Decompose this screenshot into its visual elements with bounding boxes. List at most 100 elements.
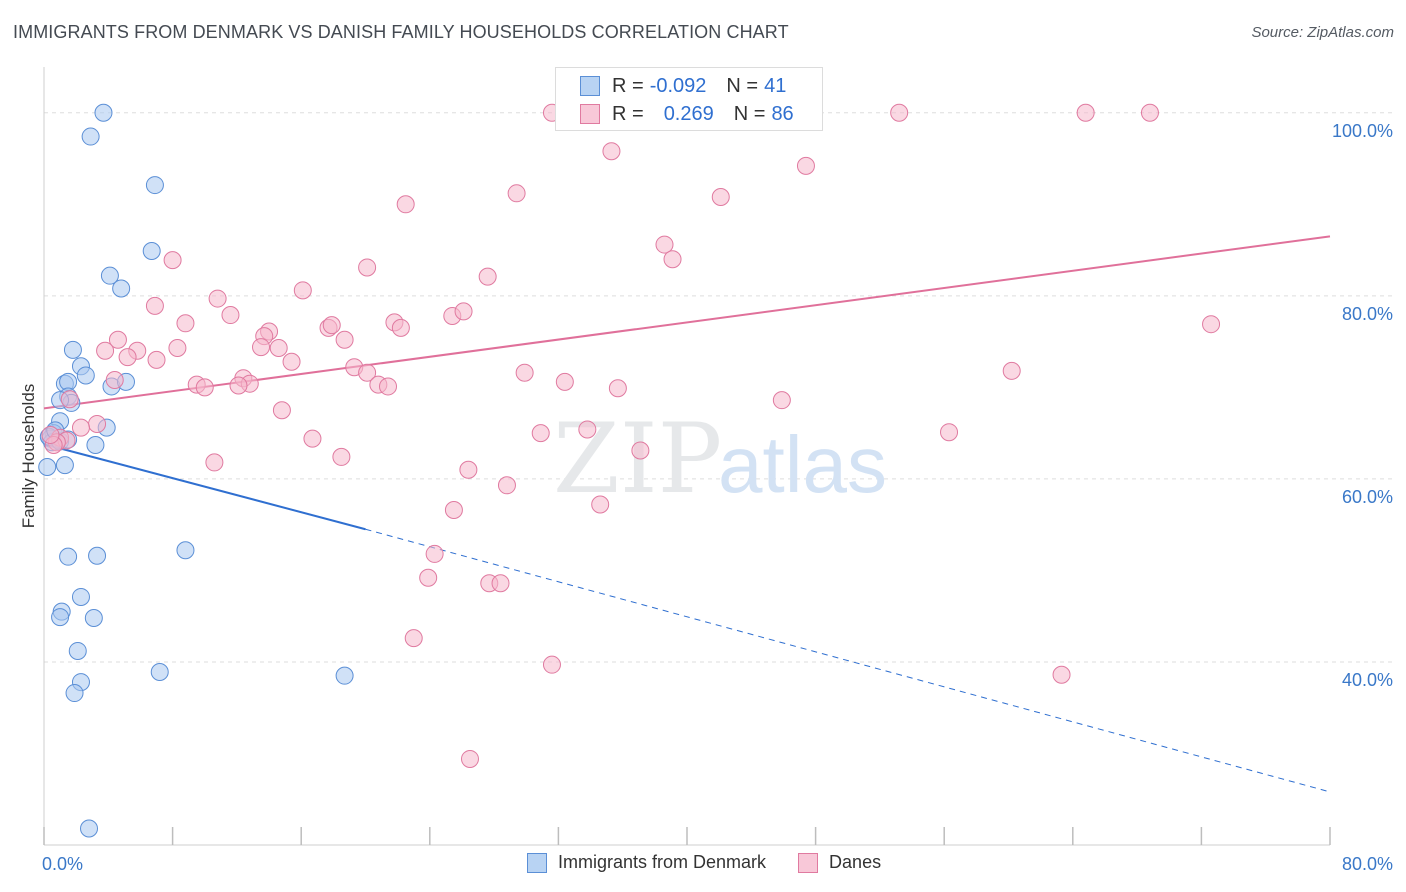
point-danes [118,348,137,367]
point-danes [293,281,312,300]
point-denmark [51,608,70,627]
point-denmark [65,684,84,703]
point-danes [71,418,90,437]
point-danes [631,441,650,460]
point-danes [332,447,351,466]
legend-row-danes: R = 0.269 N = 86 [580,100,794,128]
point-danes [358,363,377,382]
point-danes [542,655,561,674]
point-danes [591,495,610,514]
source-label: Source: ZipAtlas.com [1251,24,1394,41]
point-danes [303,429,322,448]
point-danes [205,453,224,472]
point-danes [515,363,534,382]
point-denmark [76,366,95,385]
point-danes [221,306,240,325]
point-danes [1002,361,1021,380]
point-danes [507,184,526,203]
point-danes [796,156,815,175]
point-danes [208,289,227,308]
legend-swatch-pink [798,852,819,873]
watermark: ZIP atlas [553,403,887,515]
chart-title: IMMIGRANTS FROM DENMARK VS DANISH FAMILY… [13,22,789,42]
point-denmark [142,241,161,260]
legend-swatch-pink [580,104,600,124]
point-denmark [145,176,164,195]
point-danes [282,352,301,371]
point-danes [940,423,959,442]
point-danes [531,424,550,443]
point-danes [478,267,497,286]
point-denmark [68,641,87,660]
point-danes [108,330,127,349]
axes [43,67,1331,846]
point-denmark [94,103,113,122]
point-danes [358,258,377,277]
point-danes [396,195,415,214]
point-danes [404,629,423,648]
legend-swatch-blue [580,76,600,96]
point-danes [163,251,182,270]
y-tick-label: 60.0% [1342,487,1393,507]
point-danes [444,501,463,520]
point-denmark [150,663,169,682]
point-danes [1140,103,1159,122]
point-danes [41,425,60,444]
n-label: N = [733,102,766,125]
point-danes [60,390,79,409]
data-points [38,103,1221,838]
point-danes [168,338,187,357]
tick-labels: 40.0% 60.0% 80.0% 100.0% 0.0% 80.0% [42,121,1393,874]
point-denmark [112,279,131,298]
point-danes [578,420,597,439]
n-value: 86 [771,102,794,125]
point-danes [269,338,288,357]
point-danes [655,235,674,254]
point-danes [425,544,444,563]
r-label: R = [612,74,644,97]
point-danes [88,414,107,433]
point-danes [602,142,621,161]
point-danes [772,391,791,410]
legend-item-danes[interactable]: Danes [798,852,881,873]
point-danes [460,749,479,768]
point-denmark [88,546,107,565]
point-danes [105,371,124,390]
point-danes [459,460,478,479]
n-value: 41 [764,74,787,97]
point-danes [555,372,574,391]
point-denmark [84,609,103,628]
point-danes [1202,315,1221,334]
legend-item-denmark[interactable]: Immigrants from Denmark [527,852,766,873]
point-danes [379,377,398,396]
point-danes [491,574,510,593]
y-tick-label: 100.0% [1332,121,1393,141]
x-tick-label: 80.0% [1342,854,1393,874]
point-denmark [81,127,100,146]
point-danes [147,350,166,369]
r-value: -0.092 [649,74,707,97]
point-danes [229,376,248,395]
trend-lines [43,235,1331,793]
point-denmark [63,340,82,359]
legend-swatch-blue [527,852,547,873]
trend-line-denmark [43,443,366,531]
point-danes [335,330,354,349]
x-tick-label: 0.0% [42,854,83,874]
point-danes [145,296,164,315]
legend-label-danes: Danes [829,852,882,872]
point-danes [391,318,410,337]
watermark-atlas: atlas [718,420,887,509]
legend-row-denmark: R = -0.092 N = 41 [580,72,786,100]
point-danes [890,103,909,122]
y-tick-label: 40.0% [1342,670,1393,690]
point-denmark [55,456,74,475]
point-danes [711,187,730,206]
point-denmark [100,266,119,285]
point-danes [1076,103,1095,122]
r-label: R = [612,102,644,125]
point-danes [252,338,271,357]
stats-legend: R = -0.092 N = 41 R = 0.269 N = 86 [555,67,823,131]
r-value: 0.269 [663,102,714,125]
